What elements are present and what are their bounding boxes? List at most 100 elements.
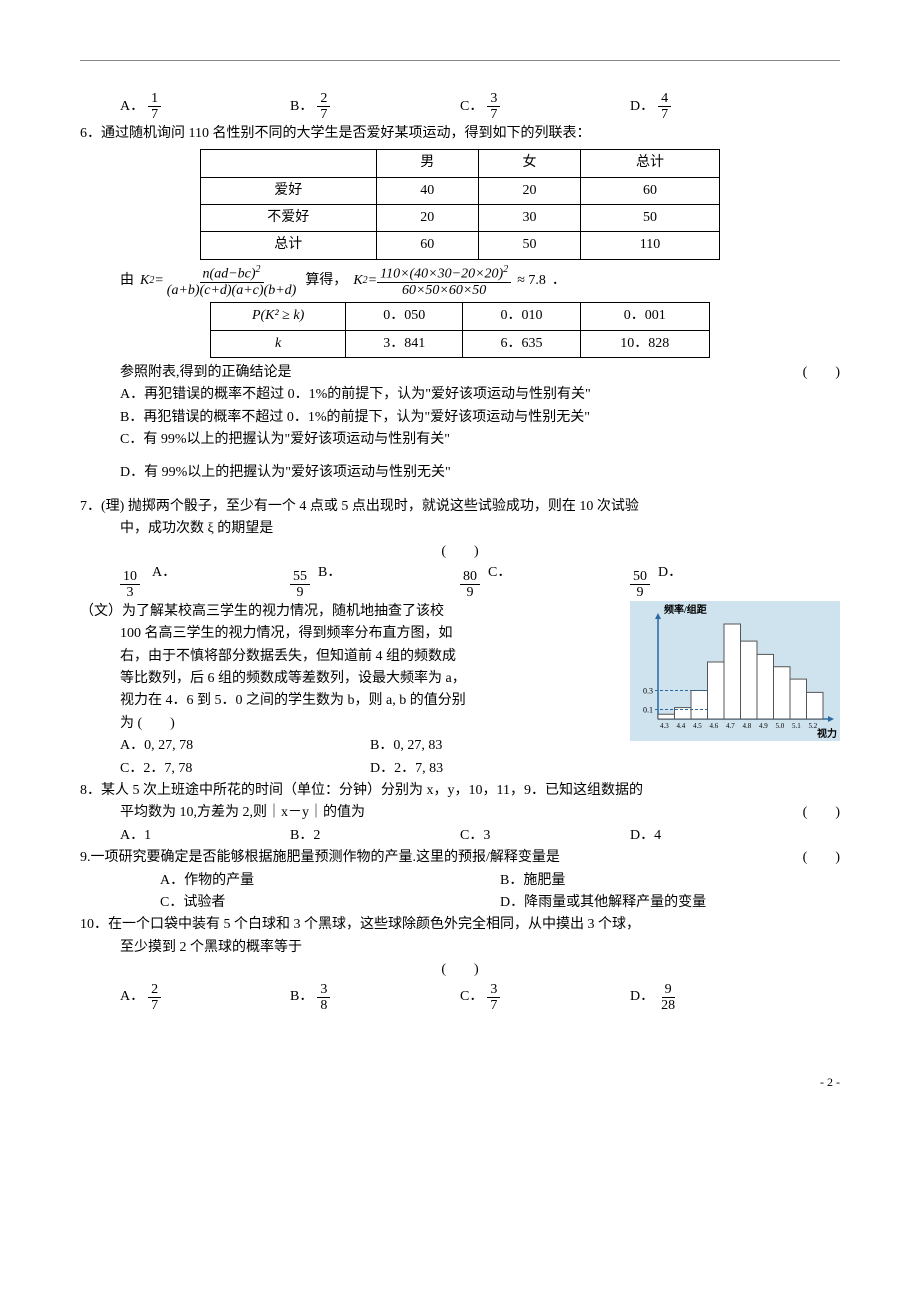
opt-label: A． bbox=[120, 96, 144, 118]
q6-formula-line: 由 K2= n(ad−bc)2(a+b)(c+d)(a+c)(b+d) 算得， … bbox=[80, 264, 840, 298]
q10-stem2: 至少摸到 2 个黑球的概率等于 bbox=[80, 937, 840, 959]
svg-text:视力: 视力 bbox=[817, 727, 837, 740]
q7li-stem1: 7．(理) 抛掷两个骰子，至少有一个 4 点或 5 点出现时，就说这些试验成功，… bbox=[80, 496, 840, 518]
q5-opt-a: A．17 bbox=[120, 91, 290, 123]
q6-table1: 男女总计 爱好402060 不爱好203050 总计6050110 bbox=[200, 149, 720, 260]
q8-opt-c: C．3 bbox=[460, 825, 630, 847]
q10-opt-d: D．928 bbox=[630, 982, 800, 1014]
q8-opt-b: B．2 bbox=[290, 825, 460, 847]
answer-paren: ( ) bbox=[441, 544, 478, 559]
opt-label: B． bbox=[290, 986, 313, 1008]
frac-d: 3 bbox=[124, 585, 137, 600]
text: 算得， bbox=[305, 270, 347, 292]
q6-table2: P(K² ≥ k)0．0500．0100．001 k3．8416．63510．8… bbox=[210, 302, 710, 358]
th: 女 bbox=[478, 150, 580, 177]
opt-label: B． bbox=[318, 562, 341, 584]
text: 9.一项研究要确定是否能够根据施肥量预测作物的产量.这里的预报/解释变量是 bbox=[80, 850, 560, 865]
q9-opt-d: D．降雨量或其他解释产量的变量 bbox=[500, 892, 840, 914]
answer-paren: ( ) bbox=[441, 962, 478, 977]
q10-opt-c: C．37 bbox=[460, 982, 630, 1014]
q10-options: A．27 B．38 C．37 D．928 bbox=[80, 982, 840, 1014]
q7li-paren: ( ) bbox=[80, 541, 840, 563]
td: 50 bbox=[581, 204, 720, 231]
td: 20 bbox=[376, 204, 478, 231]
svg-text:4.5: 4.5 bbox=[693, 722, 702, 730]
q9-options: A．作物的产量 B．施肥量 C．试验者 D．降雨量或其他解释产量的变量 bbox=[80, 870, 840, 915]
frac-n: 80 bbox=[460, 569, 480, 585]
q6-opt-c: C．有 99%以上的把握认为"爱好该项运动与性别有关" bbox=[80, 429, 840, 451]
td: 60 bbox=[376, 232, 478, 259]
opt-label: B． bbox=[290, 96, 313, 118]
den: 60×50×60×50 bbox=[399, 283, 489, 298]
td: 0．050 bbox=[346, 303, 463, 330]
frac-d: 7 bbox=[487, 998, 500, 1013]
frac-d: 7 bbox=[658, 107, 671, 122]
q7wen-opt-c: C．2．7, 78 bbox=[120, 758, 370, 780]
svg-text:4.4: 4.4 bbox=[677, 722, 686, 730]
q6-opt-b: B．再犯错误的概率不超过 0．1%的前提下，认为"爱好该项运动与性别无关" bbox=[80, 407, 840, 429]
td: 10．828 bbox=[580, 330, 709, 357]
frac-d: 7 bbox=[487, 107, 500, 122]
td: 不爱好 bbox=[201, 204, 377, 231]
answer-paren: ( ) bbox=[803, 802, 840, 824]
svg-text:4.8: 4.8 bbox=[743, 722, 752, 730]
q7li-options: 103A． 559B． 809C． 509D． bbox=[80, 569, 840, 601]
frac-d: 7 bbox=[317, 107, 330, 122]
q10-stem1: 10．在一个口袋中装有 5 个白球和 3 个黑球，这些球除颜色外完全相同，从中摸… bbox=[80, 914, 840, 936]
q7wen-opt-b: B．0, 27, 83 bbox=[370, 735, 620, 757]
frac-n: 1 bbox=[148, 91, 161, 107]
svg-text:4.7: 4.7 bbox=[726, 722, 735, 730]
q7li-opt-c: 809C． bbox=[460, 569, 630, 601]
q9-stem: 9.一项研究要确定是否能够根据施肥量预测作物的产量.这里的预报/解释变量是 ( … bbox=[80, 847, 840, 869]
q7wen-opt-a: A．0, 27, 78 bbox=[120, 735, 370, 757]
svg-text:0.3: 0.3 bbox=[643, 686, 653, 695]
frac-d: 7 bbox=[148, 998, 161, 1013]
opt-label: D． bbox=[658, 562, 682, 584]
q7li-opt-d: 509D． bbox=[630, 569, 800, 601]
td: P(K² ≥ k) bbox=[211, 303, 346, 330]
td: 60 bbox=[581, 177, 720, 204]
svg-text:4.6: 4.6 bbox=[710, 722, 719, 730]
opt-label: C． bbox=[460, 986, 483, 1008]
histogram-chart: 0.10.34.34.44.54.64.74.84.95.05.15.2频率/组… bbox=[630, 601, 840, 749]
q5-opt-b: B．27 bbox=[290, 91, 460, 123]
frac-d: 7 bbox=[148, 107, 161, 122]
svg-text:频率/组距: 频率/组距 bbox=[664, 603, 707, 616]
opt-label: C． bbox=[460, 96, 483, 118]
q10-opt-a: A．27 bbox=[120, 982, 290, 1014]
td: 30 bbox=[478, 204, 580, 231]
frac-n: 10 bbox=[120, 569, 140, 585]
svg-text:5.0: 5.0 bbox=[776, 722, 785, 730]
q8-stem2: 平均数为 10,方差为 2,则｜x－y｜的值为 ( ) bbox=[80, 802, 840, 824]
q6-conclusion: 参照附表,得到的正确结论是 ( ) bbox=[80, 362, 840, 384]
frac-d: 28 bbox=[658, 998, 678, 1013]
q7li-opt-a: 103A． bbox=[120, 569, 290, 601]
opt-label: D． bbox=[630, 96, 654, 118]
svg-text:5.1: 5.1 bbox=[792, 722, 801, 730]
frac-n: 3 bbox=[487, 982, 500, 998]
q6-opt-a: A．再犯错误的概率不超过 0．1%的前提下，认为"爱好该项运动与性别有关" bbox=[80, 384, 840, 406]
top-rule bbox=[80, 60, 840, 61]
q9-opt-c: C．试验者 bbox=[160, 892, 500, 914]
td: 总计 bbox=[201, 232, 377, 259]
svg-text:0.1: 0.1 bbox=[643, 705, 653, 714]
opt-label: C． bbox=[488, 562, 511, 584]
q9-opt-b: B．施肥量 bbox=[500, 870, 840, 892]
q7li-opt-b: 559B． bbox=[290, 569, 460, 601]
num: 110×(40×30−20×20) bbox=[380, 266, 503, 281]
q7wen-block: 0.10.34.34.44.54.64.74.84.95.05.15.2频率/组… bbox=[80, 601, 840, 780]
k2-value: K2= 110×(40×30−20×20)260×50×60×50 bbox=[353, 264, 511, 298]
td: 爱好 bbox=[201, 177, 377, 204]
frac-n: 55 bbox=[290, 569, 310, 585]
approx: ≈ 7.8 bbox=[517, 270, 546, 292]
svg-text:4.9: 4.9 bbox=[759, 722, 768, 730]
td: 40 bbox=[376, 177, 478, 204]
td: 20 bbox=[478, 177, 580, 204]
opt-label: D． bbox=[630, 986, 654, 1008]
q8-options: A．1 B．2 C．3 D．4 bbox=[80, 825, 840, 847]
frac-d: 9 bbox=[634, 585, 647, 600]
q7wen-opt-d: D．2．7, 83 bbox=[370, 758, 620, 780]
td: 0．001 bbox=[580, 303, 709, 330]
svg-text:4.3: 4.3 bbox=[660, 722, 669, 730]
frac-n: 2 bbox=[317, 91, 330, 107]
